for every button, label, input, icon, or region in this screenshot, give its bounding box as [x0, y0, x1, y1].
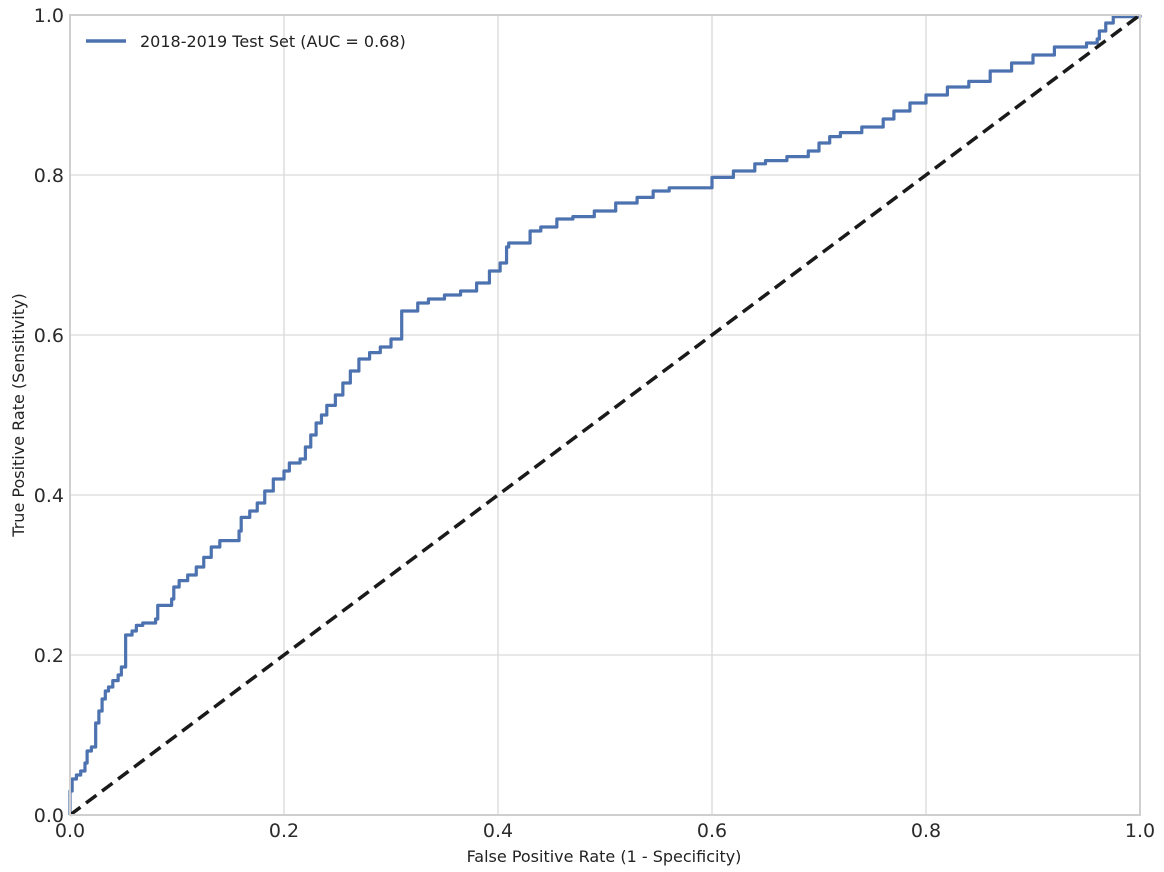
chance-diagonal-line — [68, 13, 1142, 817]
y-tick-label: 0.8 — [34, 165, 64, 187]
y-tick-label: 1.0 — [34, 5, 64, 27]
x-tick-label: 1.0 — [1125, 820, 1155, 842]
x-tick-label: 0.4 — [483, 820, 513, 842]
y-axis-label: True Positive Rate (Sensitivity) — [9, 293, 28, 537]
legend: 2018-2019 Test Set (AUC = 0.68) — [86, 32, 406, 51]
x-tick-label: 0.6 — [697, 820, 727, 842]
y-tick-label: 0.0 — [34, 805, 64, 827]
x-axis-label: False Positive Rate (1 - Specificity) — [467, 847, 742, 866]
tick-labels: 0.0 0.2 0.4 0.6 0.8 1.0 0.0 0.2 0.4 0.6 0.8 1.0 — [34, 5, 1155, 842]
roc-curve-line — [68, 15, 1142, 815]
x-tick-label: 0.0 — [55, 820, 85, 842]
y-tick-label: 0.2 — [34, 645, 64, 667]
legend-label: 2018-2019 Test Set (AUC = 0.68) — [140, 32, 406, 51]
x-tick-label: 0.2 — [269, 820, 299, 842]
plot-frame — [69, 14, 1141, 816]
series-layer — [68, 13, 1142, 817]
y-tick-label: 0.6 — [34, 325, 64, 347]
y-tick-label: 0.4 — [34, 485, 64, 507]
x-tick-label: 0.8 — [911, 820, 941, 842]
